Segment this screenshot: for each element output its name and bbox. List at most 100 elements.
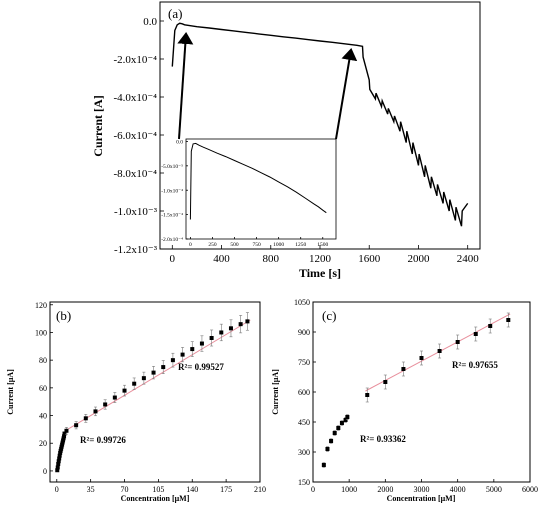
chart-a-xtick-label: 2400 [457,253,480,265]
chart-b-xtick-label: 70 [121,485,129,494]
chart-c-ytick-label: 1050 [294,298,310,307]
chart-b-ytick-label: 0 [43,467,47,476]
chart-b-point [245,319,250,324]
chart-b-point [55,465,60,470]
chart-b-annotation-low: R²= 0.99726 [80,435,126,445]
chart-a-arrow-right [335,48,358,140]
chart-c-point [419,356,424,360]
chart-b-ytick-label: 40 [39,412,47,421]
chart-a-xlabel: Time [s] [299,266,341,280]
chart-a-ytick-label: -6.0x10⁻⁴ [113,130,157,142]
chart-c-point [345,415,350,419]
chart-b-point [57,453,62,458]
chart-a-inset-xtick-label: 750 [252,242,261,248]
chart-c-xtick-label: 2000 [377,485,393,494]
chart-b-fit-line [66,319,251,431]
chart-a-xtick-label: 1200 [309,253,332,265]
chart-c-panel-label: (c) [322,308,336,323]
chart-a-inset-series-line [189,142,327,220]
chart-a-inset-frame [185,138,337,240]
chart-c-ticks: 0 1000 2000 3000 4000 5000 6000 150 300 450 600 750… [294,298,538,494]
chart-b-xtick-label: 175 [220,485,232,494]
chart-b-point [59,444,64,449]
chart-a-inset-xtick-label: 1500 [317,242,328,248]
chart-b-point [219,330,224,335]
chart-b-point [62,431,67,436]
chart-c-ytick-label: 600 [298,388,310,397]
chart-b-ytick-label: 80 [39,356,47,365]
chart-c-ytick-label: 300 [298,448,310,457]
chart-b-point [132,381,137,386]
chart-a-inset: 0 250 500 750 1000 1250 1500 0.0 -5.0x10⁻⁵ -1.0x1… [161,138,337,248]
chart-b-point [58,450,63,455]
chart-b-point [141,376,146,381]
chart-a-inset-ticks: 0 250 500 750 1000 1250 1500 0.0 -5.0x10⁻⁵ -1.0x1… [161,140,328,248]
chart-a-panel-label: (a) [168,6,182,21]
chart-a-ytick-label: 0.0 [143,16,157,28]
chart-b-point [60,442,65,447]
chart-b-point [74,423,79,428]
chart-b-point [190,347,195,352]
chart-c-xtick-label: 4000 [450,485,466,494]
chart-c-xtick-label: 6000 [522,485,538,494]
chart-b-point [103,402,108,407]
chart-c-point [343,418,348,422]
chart-c-point [383,380,388,384]
chart-b-point [61,436,66,441]
chart-b-xtick-label: 0 [55,485,59,494]
chart-a-ytick-label: -2.0x10⁻⁴ [113,54,157,66]
chart-b-point [122,388,127,393]
chart-b-ytick-label: 60 [39,384,47,393]
chart-c-frame [312,301,531,483]
chart-a-inset-xtick-label: 250 [208,242,217,248]
chart-a-inset-xtick-label: 1000 [273,242,284,248]
chart-a-inset-ytick-label: -5.0x10⁻⁵ [161,164,183,170]
chart-c-ytick-label: 750 [298,358,310,367]
chart-a-ylabel: Current [A] [91,95,105,156]
chart-c-point [437,349,442,353]
chart-a-xtick-label: 0 [170,253,176,265]
chart-b-point [57,456,62,461]
chart-a-ticks: 0 400 800 1200 1600 2000 2400 0.0 -2.0x10⁻⁴ -4.0x… [113,16,479,265]
chart-c-point [365,393,370,397]
chart-b-point [238,322,243,327]
chart-c-point [332,431,337,435]
chart-a: 0 400 800 1200 1600 2000 2400 0.0 -2.0x10⁻⁴ -4.0x… [91,1,481,280]
chart-b-point [60,440,65,445]
chart-c-ytick-label: 150 [298,478,310,487]
chart-a-xtick-label: 400 [213,253,230,265]
chart-b-point [199,341,204,346]
chart-b-xtick-label: 210 [254,485,266,494]
chart-a-xtick-label: 800 [263,253,280,265]
chart-c-point [401,367,406,371]
chart-b-point [64,428,69,433]
chart-a-xtick-label: 2000 [407,253,430,265]
chart-c-point [325,447,330,451]
chart-c-point [506,318,511,322]
chart-a-inset-xtick-label: 1250 [295,242,306,248]
chart-c-annotation-high: R²= 0.97655 [452,360,498,370]
chart-b-point [56,459,61,464]
chart-c-point [336,426,341,430]
chart-c-marks [321,312,511,468]
chart-b-ytick-label: 20 [39,439,47,448]
chart-a-arrow-left [177,32,194,140]
chart-b-point [170,358,175,363]
chart-b-xtick-label: 140 [186,485,198,494]
chart-c-ylabel: Current [μA] [271,369,280,415]
chart-b-frame [49,301,261,483]
chart-a-ytick-label: -1.0x10⁻³ [114,206,158,218]
chart-c-point [339,421,344,425]
chart-b-point [112,395,117,400]
chart-b-marks [55,312,251,473]
chart-c-xtick-label: 5000 [486,485,502,494]
chart-b-ytick-label: 100 [35,328,47,337]
chart-c-xtick-label: 0 [311,485,315,494]
chart-a-ytick-label: -4.0x10⁻⁴ [113,92,157,104]
chart-a-inset-ytick-label: 0.0 [176,140,183,146]
chart-b-point [180,352,185,357]
chart-c-ytick-label: 900 [298,328,310,337]
chart-b-point [59,446,64,451]
chart-a-series-line [171,22,469,227]
